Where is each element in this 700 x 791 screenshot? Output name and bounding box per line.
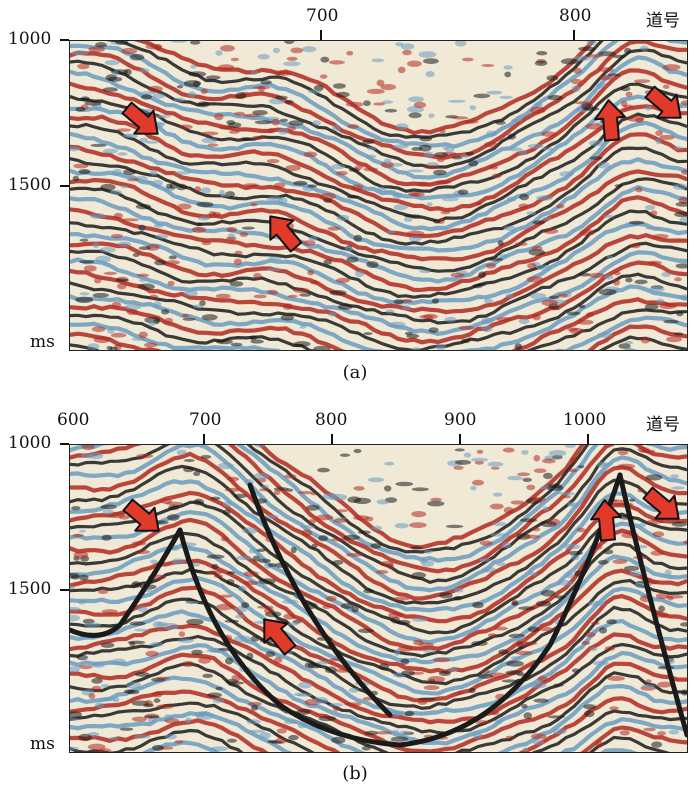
x-tick-label-1000-b: 1000 [563,410,607,430]
x-tick-900-b [459,434,461,444]
x-tick-700-b [203,434,205,444]
seismic-image-a [70,41,687,350]
x-tick-1000-b [587,434,589,444]
x-tick-800-a [573,30,575,40]
trace-number-label-a: 道号 [646,11,680,31]
y-unit-label-a: ms [30,332,55,352]
seismic-image-b [70,445,687,752]
x-tick-label-800-b: 800 [315,410,348,430]
y-tick-label-1500-b: 1500 [8,579,52,599]
y-tick-1000-b [60,443,69,445]
x-tick-label-800-a: 800 [559,6,592,26]
x-tick-label-700-b: 700 [189,410,222,430]
trace-number-label-b: 道号 [646,415,680,435]
x-tick-700-a [320,30,322,40]
caption-a: (a) [342,362,368,383]
seismic-section-a [69,40,688,351]
y-tick-label-1000-b: 1000 [8,433,52,453]
x-tick-label-900-b: 900 [444,410,477,430]
x-tick-label-700-a: 700 [306,6,339,26]
y-unit-label-b: ms [30,734,55,754]
x-tick-label-600-b: 600 [57,410,90,430]
y-tick-label-1500-a: 1500 [8,175,52,195]
seismic-section-b [69,444,688,753]
caption-b: (b) [342,763,368,784]
y-tick-1500-b [60,589,69,591]
y-tick-1000-a [60,39,69,41]
y-tick-label-1000-a: 1000 [8,29,52,49]
x-tick-800-b [331,434,333,444]
y-tick-1500-a [60,185,69,187]
